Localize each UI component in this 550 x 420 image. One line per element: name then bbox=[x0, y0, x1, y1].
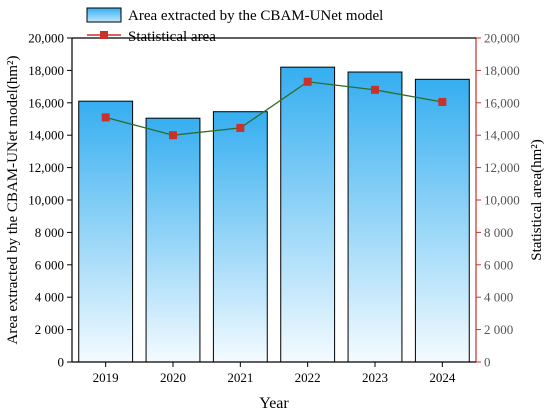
right-tick-label: 14,000 bbox=[484, 128, 520, 143]
left-tick-label: 18,000 bbox=[28, 63, 64, 78]
bar-2021 bbox=[212, 111, 268, 363]
left-tick-label: 10,000 bbox=[28, 193, 64, 208]
left-tick-label: 20,000 bbox=[28, 31, 64, 46]
line-point-2019 bbox=[101, 113, 110, 122]
line-point-2022 bbox=[303, 77, 312, 86]
x-tick-label: 2022 bbox=[295, 370, 321, 385]
left-tick-label: 0 bbox=[58, 355, 65, 370]
statistical-area-line bbox=[105, 81, 443, 136]
bar-2020 bbox=[145, 117, 201, 363]
legend-bar-swatch bbox=[86, 7, 122, 23]
right-tick-label: 20,000 bbox=[484, 31, 520, 46]
line-point-2023 bbox=[371, 85, 379, 94]
bars-layer bbox=[78, 66, 470, 363]
line-point-2024 bbox=[438, 97, 447, 106]
left-tick-label: 12,000 bbox=[28, 160, 64, 175]
legend-line-label: Statistical area bbox=[128, 29, 216, 45]
left-tick-label: 2 000 bbox=[35, 322, 64, 337]
bar-2023 bbox=[347, 71, 403, 363]
left-tick-label: 8 000 bbox=[35, 225, 64, 240]
right-tick-label: 8 000 bbox=[484, 225, 513, 240]
left-axis-ticks: 0 2 000 4 000 6 000 8 000 10,000 12,000 14,000 1… bbox=[28, 31, 72, 370]
x-tick-label: 2024 bbox=[429, 370, 456, 385]
bar-2019 bbox=[78, 100, 134, 363]
x-tick-label: 2023 bbox=[362, 370, 388, 385]
left-tick-label: 6 000 bbox=[35, 257, 64, 272]
x-tick-label: 2021 bbox=[227, 370, 253, 385]
right-axis-ticks: 0 2 000 4 000 6 000 8 000 10,000 12,000 14,000 1… bbox=[476, 31, 520, 370]
left-axis-title: Area extracted by the CBAM-UNet model(hm… bbox=[5, 56, 21, 345]
right-tick-label: 18,000 bbox=[484, 63, 520, 78]
left-tick-label: 14,000 bbox=[28, 128, 64, 143]
legend-bar-label: Area extracted by the CBAM-UNet model bbox=[128, 8, 383, 24]
legend: Area extracted by the CBAM-UNet model St… bbox=[86, 7, 383, 45]
bar-2022 bbox=[280, 66, 336, 363]
x-tick-label: 2019 bbox=[93, 370, 119, 385]
left-tick-label: 4 000 bbox=[35, 290, 64, 305]
right-axis-title: Statistical area(hm²) bbox=[529, 139, 545, 261]
right-tick-label: 12,000 bbox=[484, 160, 520, 175]
bar-2024 bbox=[414, 78, 470, 363]
right-tick-label: 2 000 bbox=[484, 322, 513, 337]
line-point-2021 bbox=[236, 123, 245, 132]
line-layer bbox=[101, 77, 447, 140]
x-tick-label: 2020 bbox=[160, 370, 186, 385]
right-tick-label: 4 000 bbox=[484, 290, 513, 305]
left-tick-label: 16,000 bbox=[28, 95, 64, 110]
right-tick-label: 10,000 bbox=[484, 193, 520, 208]
right-tick-label: 16,000 bbox=[484, 95, 520, 110]
right-tick-label: 6 000 bbox=[484, 257, 513, 272]
x-axis-title: Year bbox=[259, 395, 289, 412]
line-point-2020 bbox=[169, 131, 177, 140]
x-axis-ticks: 2019 2020 2021 2022 2023 2024 bbox=[93, 362, 456, 385]
right-tick-label: 0 bbox=[484, 355, 491, 370]
legend-line-marker bbox=[100, 31, 108, 39]
